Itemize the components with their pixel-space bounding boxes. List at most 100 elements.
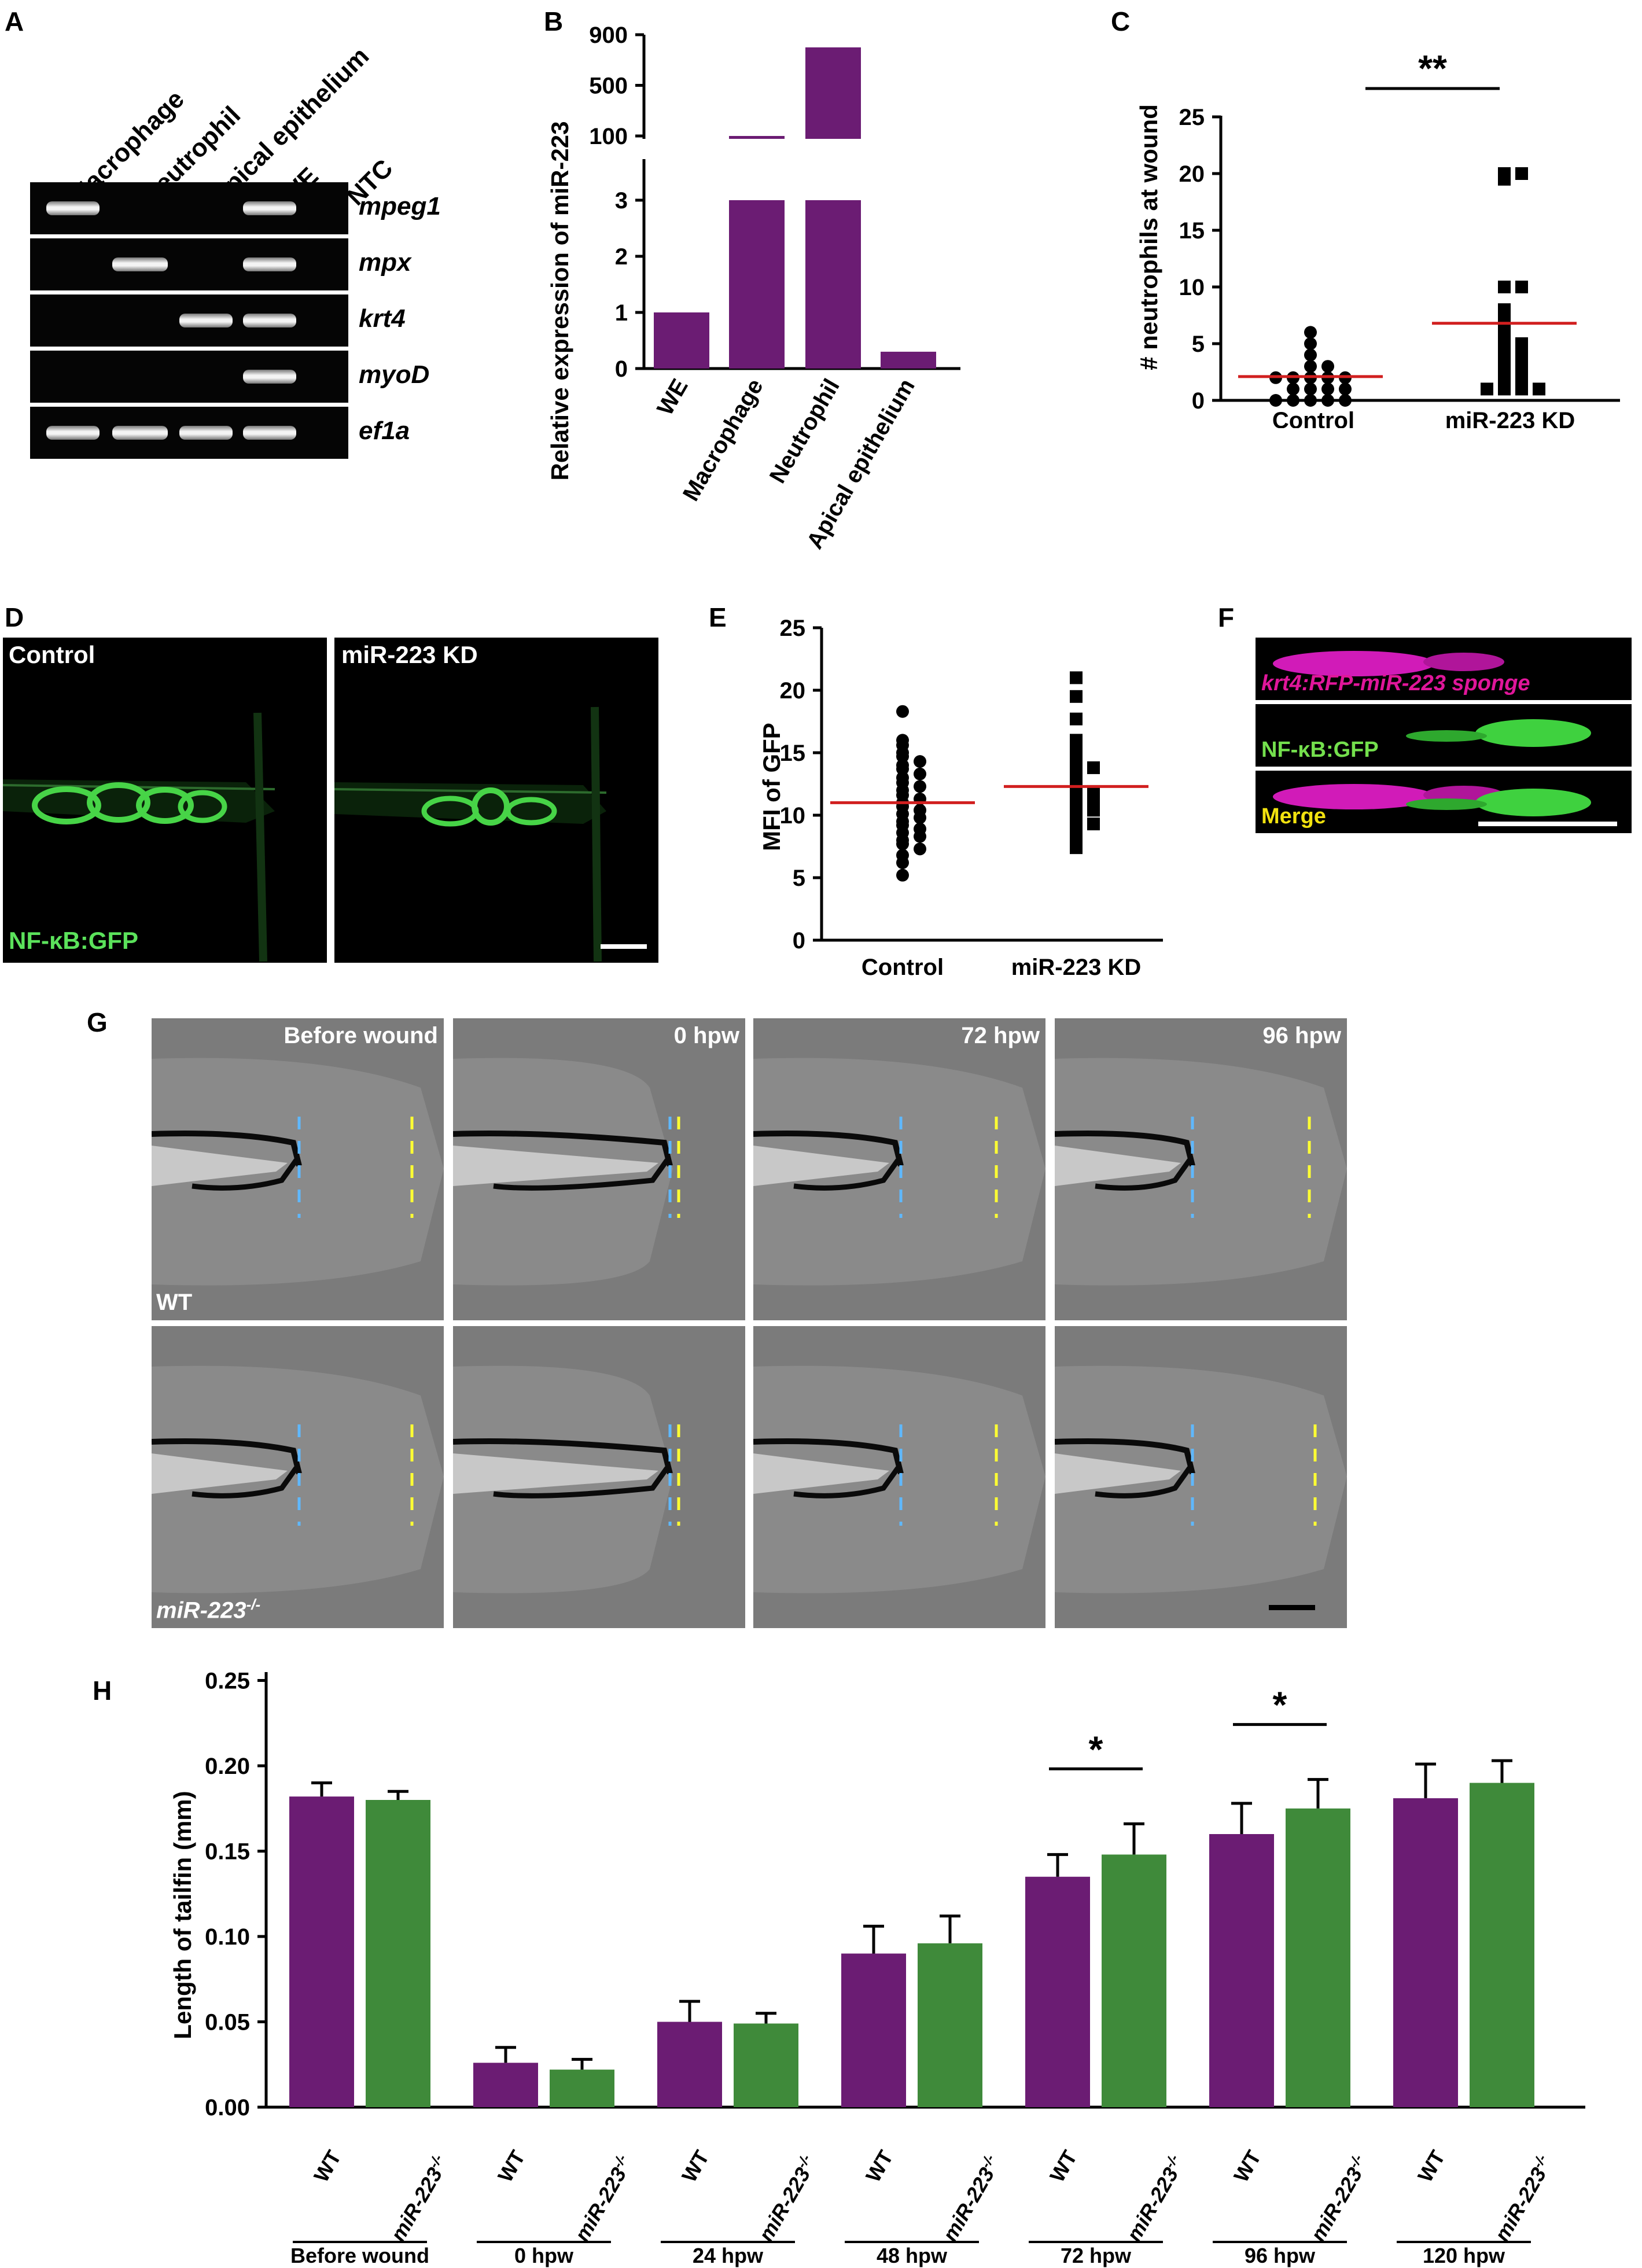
chart-e-tick-label: 15: [780, 741, 806, 766]
chart-e-tick-label: 10: [780, 803, 806, 829]
micrograph-nfkb-image: [1406, 719, 1591, 747]
tailfin-image: 96 hpw: [1055, 1018, 1347, 1320]
chart-h-group-label: 24 hpw: [692, 2244, 764, 2267]
tailfin-drawing: [453, 1365, 680, 1593]
chart-c-significance: **: [1418, 47, 1447, 89]
chart-e-point: [1087, 792, 1100, 805]
panel-letter-e: E: [709, 602, 727, 632]
chart-c-tick-label: 10: [1179, 275, 1205, 300]
chart-e-point: [896, 868, 909, 882]
chart-c-point: [1304, 360, 1317, 373]
chart-c-point: [1304, 382, 1317, 396]
gel-band: [243, 426, 296, 440]
tailfin-image: 0 hpw: [453, 1018, 745, 1320]
row-label-mutant: miR-223-/-: [156, 1595, 261, 1623]
chart-e-point: [1070, 734, 1083, 747]
tailfin-drawing: [753, 1058, 1045, 1286]
chart-h-bar: [1286, 1808, 1350, 2107]
panel-letter-f: F: [1218, 602, 1235, 632]
chart-e-point: [1070, 690, 1083, 703]
chart-e-tick-label: 20: [780, 678, 806, 704]
chart-h: Length of tailfin (mm) 0.00 0.05 0.10 0.15 0…: [169, 1669, 1585, 2120]
chart-c-point: [1515, 337, 1528, 350]
chart-e-point: [914, 780, 926, 793]
panel-letter-b: B: [544, 6, 564, 36]
chart-e-point: [896, 705, 909, 718]
chart-h-bar: [657, 2022, 722, 2107]
gene-label-mpeg1: mpeg1: [359, 192, 441, 220]
gel-band: [243, 314, 296, 327]
chart-b-bar: [881, 351, 936, 369]
micrograph-kd: miR-223 KD: [334, 638, 658, 963]
chart-b-tick-label: 0: [615, 356, 628, 382]
scale-bar: [601, 944, 647, 949]
chart-b-category-label: Macrophage: [678, 375, 768, 506]
chart-h-bar: [1393, 1798, 1458, 2107]
chart-c-point: [1498, 382, 1511, 396]
panel-letter-d: D: [5, 602, 24, 632]
chart-e-point: [914, 830, 926, 843]
chart-c-tick-label: 25: [1179, 105, 1205, 130]
chart-c-point: [1533, 382, 1545, 396]
tailfin-image: Before wound WT: [152, 1018, 444, 1320]
chart-e-tick-label: 0: [793, 928, 805, 953]
panel-letter-h: H: [93, 1676, 112, 1706]
chart-e-point: [1087, 804, 1100, 817]
chart-h-group-line: [1029, 2241, 1163, 2243]
chart-h-sig-label: *: [1273, 1684, 1287, 1726]
chart-c-point: [1515, 167, 1528, 180]
chart-b-bar-upper: [729, 136, 785, 139]
tailfin-image: [1055, 1326, 1347, 1628]
timepoint-label: 96 hpw: [1262, 1023, 1341, 1048]
micrograph-sponge: krt4:RFP-miR-223 sponge: [1256, 638, 1632, 700]
chart-b-ylabel: Relative expression of miR-223: [546, 122, 573, 481]
chart-e: MFI of GFP 0 5 10 15 20 25 Control miR-223 KD: [758, 616, 1163, 980]
chart-b-tick-label: 100: [589, 124, 628, 149]
gel-band: [179, 426, 233, 440]
micrograph-nfkb-label: NF-κB:GFP: [1261, 738, 1379, 762]
chart-e-point: [1087, 818, 1100, 831]
chart-h-bar: [1209, 1834, 1274, 2107]
chart-h-tick-label: 0.20: [205, 1754, 250, 1779]
chart-c-point: [1481, 382, 1493, 396]
micrograph-sponge-image: [1273, 651, 1504, 676]
chart-h-sig-label: *: [1089, 1728, 1103, 1770]
chart-h-group-label: 96 hpw: [1244, 2244, 1316, 2267]
gel-row-ef1a: [30, 407, 348, 459]
chart-e-point: [896, 856, 909, 870]
timepoint-label: 72 hpw: [961, 1023, 1040, 1048]
chart-e-point: [1070, 712, 1083, 726]
micrograph-reporter-label: NF-κB:GFP: [9, 927, 139, 954]
scale-bar: [1269, 1605, 1315, 1610]
row-label-wt: WT: [156, 1290, 193, 1315]
chart-c: ** # neutrophils at wound 0 5 10 15 20 25 Con…: [1135, 47, 1620, 428]
chart-e-point: [1070, 756, 1083, 770]
panel-letter-g: G: [87, 1007, 108, 1037]
chart-c-point: [1321, 394, 1334, 407]
chart-c-point: [1304, 394, 1317, 407]
gel-band: [179, 314, 233, 327]
gel-band: [243, 370, 296, 384]
tailfin-drawing: [453, 1058, 680, 1286]
tailfin-image: 72 hpw: [753, 1018, 1045, 1320]
micrograph-control: Control NF-κB:GFP: [3, 638, 327, 963]
chart-h-tick-label: 0.05: [205, 2010, 250, 2035]
chart-c-point: [1498, 337, 1511, 350]
chart-h-bar: [841, 1953, 906, 2107]
micrograph-kd-image: [334, 706, 607, 962]
chart-h-group-label: 72 hpw: [1060, 2244, 1132, 2267]
chart-c-point: [1321, 360, 1334, 373]
chart-h-group-label: Before wound: [290, 2244, 429, 2267]
chart-e-point: [914, 811, 926, 824]
chart-c-tick-label: 15: [1179, 218, 1205, 244]
gene-label-krt4: krt4: [359, 304, 406, 333]
chart-c-point: [1498, 172, 1511, 186]
micrograph-kd-title: miR-223 KD: [341, 641, 478, 668]
gel-band: [112, 426, 168, 440]
chart-e-point: [1070, 812, 1083, 826]
chart-e-point: [914, 842, 926, 856]
micrograph-nfkb: NF-κB:GFP: [1256, 704, 1632, 767]
chart-c-point: [1304, 337, 1317, 350]
chart-c-ylabel: # neutrophils at wound: [1135, 104, 1162, 370]
chart-b-tick-label: 3: [615, 188, 628, 213]
